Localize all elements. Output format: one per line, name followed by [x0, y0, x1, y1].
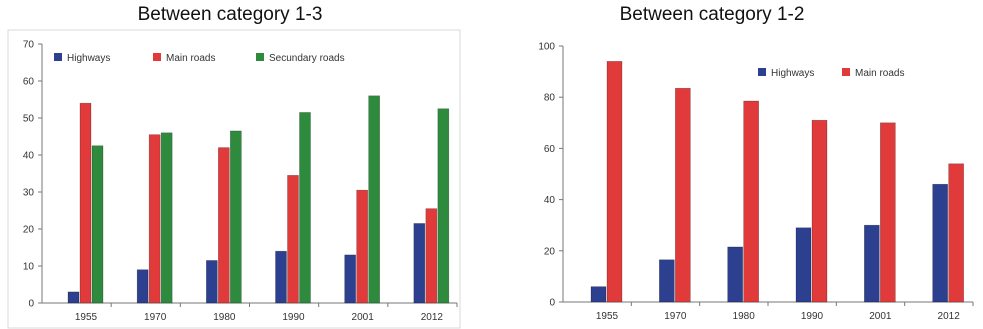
bar: [606, 61, 623, 303]
legend-label: Highways: [771, 68, 814, 79]
y-tick-label: 50: [23, 114, 35, 125]
y-tick-label: 60: [23, 77, 35, 88]
y-tick-label: 0: [28, 299, 34, 310]
x-tick-label: 1970: [664, 311, 687, 322]
bar: [368, 95, 380, 304]
legend-swatch: [54, 53, 62, 61]
bar: [230, 130, 242, 304]
x-tick-label: 1970: [144, 312, 167, 323]
y-tick-label: 30: [23, 188, 35, 199]
y-tick-label: 0: [549, 298, 555, 309]
bar: [795, 227, 812, 303]
x-tick-label: 1990: [801, 311, 824, 322]
x-tick-label: 1955: [596, 311, 619, 322]
chart-title: Between category 1-2: [619, 4, 805, 25]
x-tick-label: 1980: [213, 312, 236, 323]
bar: [727, 246, 743, 303]
bar: [880, 122, 896, 303]
bar: [287, 175, 299, 304]
legend-swatch: [153, 53, 161, 61]
legend-label: Highways: [67, 53, 110, 64]
bar: [136, 269, 149, 304]
x-tick-label: 2012: [421, 312, 444, 323]
bar: [160, 132, 173, 304]
y-tick-label: 100: [538, 42, 555, 53]
bar: [948, 163, 964, 303]
chart-panel-left: Between category 1-3 0 10 20 30 40 50 60 70 1955…: [0, 0, 480, 329]
x-tick-label: 1980: [733, 311, 756, 322]
bar: [91, 145, 104, 304]
bar: [590, 286, 607, 303]
legend-label: Main roads: [855, 68, 904, 79]
y-tick-label: 60: [544, 144, 556, 155]
bar: [425, 208, 438, 304]
bar: [79, 102, 92, 304]
x-tick-label: 2001: [869, 311, 892, 322]
bar-chart-svg: 0 10 20 30 40 50 60 70 1955 1970 1980 1990 2001 2012 H…: [7, 29, 461, 329]
legend-swatch: [256, 53, 264, 61]
x-tick-label: 2001: [352, 312, 375, 323]
bar: [206, 260, 218, 304]
bar: [413, 223, 426, 304]
bar: [864, 224, 880, 303]
bar: [811, 119, 828, 303]
bar: [659, 259, 675, 303]
bar: [356, 189, 368, 304]
legend-swatch: [842, 68, 850, 76]
bar: [932, 183, 948, 303]
chart-panel-right: Between category 1-2 0 20 40 60 80 100 1955 197…: [500, 0, 983, 329]
y-tick-label: 40: [23, 151, 35, 162]
bar: [67, 291, 80, 304]
bar: [743, 100, 759, 303]
bar: [675, 87, 691, 303]
y-tick-label: 40: [544, 195, 556, 206]
y-tick-label: 20: [23, 225, 35, 236]
x-tick-label: 1955: [75, 312, 98, 323]
x-tick-label: 1990: [282, 312, 305, 323]
bar: [275, 250, 287, 304]
legend-swatch: [758, 68, 766, 76]
x-tick-label: 2012: [938, 311, 961, 322]
y-tick-label: 80: [544, 93, 556, 104]
chart-frame: [7, 29, 461, 329]
y-tick-label: 70: [23, 40, 35, 51]
bar: [218, 147, 230, 304]
y-tick-label: 20: [544, 246, 556, 257]
y-tick-label: 10: [23, 262, 35, 273]
bar: [437, 108, 450, 304]
legend-label: Secundary roads: [269, 53, 345, 64]
bar: [148, 134, 161, 304]
bar: [344, 254, 356, 304]
legend-label: Main roads: [166, 53, 215, 64]
chart-title: Between category 1-3: [137, 4, 323, 25]
bar: [299, 112, 311, 304]
bar-chart-svg: 0 20 40 60 80 100 1955 1970 1980 1990 2001 2012 High…: [538, 42, 974, 322]
